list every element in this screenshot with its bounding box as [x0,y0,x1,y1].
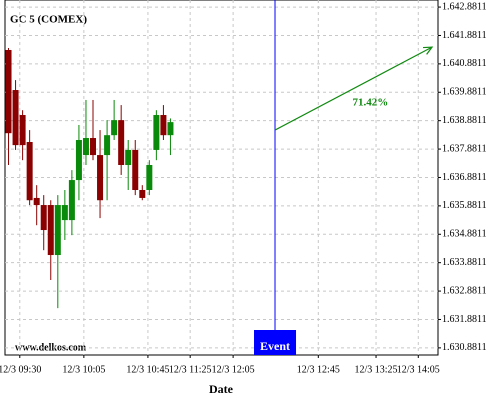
arrow [274,46,433,131]
x-tick-label: 12/3 13:25 [355,364,398,375]
candle-body [68,180,75,221]
y-tick-label: 1.642.8811 [442,1,487,12]
candle-body [26,142,33,201]
candle-body [54,205,61,256]
candle-body [61,205,68,221]
candle-body [82,138,89,156]
candle-body [118,120,125,166]
candle-body [40,205,47,231]
y-tick-label: 1.641.8811 [442,30,487,41]
y-tick-label: 1.639.8811 [442,87,487,98]
candle-body [104,135,111,156]
chart-title: GC 5 (COMEX) [10,14,87,26]
y-tick-label: 1.637.8811 [442,143,487,154]
candle-body [5,49,12,134]
candle-body [47,205,54,256]
candle-body [12,90,19,146]
y-tick-label: 1.633.8811 [442,257,487,268]
candle-body [90,138,97,156]
candle-body [33,197,40,206]
event-box [254,330,297,355]
x-tick-label: 12/3 12:45 [297,364,340,375]
x-tick-label: 12/3 14:05 [397,364,440,375]
candle-body [167,122,174,136]
y-tick-label: 1.636.8811 [442,172,487,183]
x-axis-label: Date [209,382,234,396]
candle-body [139,189,146,198]
y-tick-label: 1.638.8811 [442,115,487,126]
y-tick-label: 1.630.8811 [442,342,487,353]
candle-body [111,120,118,136]
y-tick-label: 1.640.8811 [442,58,487,69]
y-tick-label: 1.635.8811 [442,200,487,211]
candle-body [146,165,153,190]
x-tick-label: 12/3 12:05 [212,364,255,375]
y-tick-label: 1.634.8811 [442,229,487,240]
x-tick-label: 12/3 10:05 [62,364,105,375]
candle-body [153,115,160,150]
candle-body [132,149,139,190]
y-tick-label: 1.632.8811 [442,285,487,296]
x-tick-label: 12/3 10:45 [126,364,169,375]
x-tick-label: 12/3 11:25 [169,364,212,375]
candle-body [19,115,26,146]
event-label: Event [260,339,290,353]
y-tick-label: 1.631.8811 [442,314,487,325]
candle-body [97,155,104,201]
arrow-label: 71.42% [353,97,389,109]
watermark: www.delkos.com [15,342,87,353]
candle-body [75,140,82,181]
arrow-head [422,46,434,55]
x-tick-label: 12/3 09:30 [0,364,41,375]
candle-body [125,149,132,166]
candle-body [160,115,167,136]
